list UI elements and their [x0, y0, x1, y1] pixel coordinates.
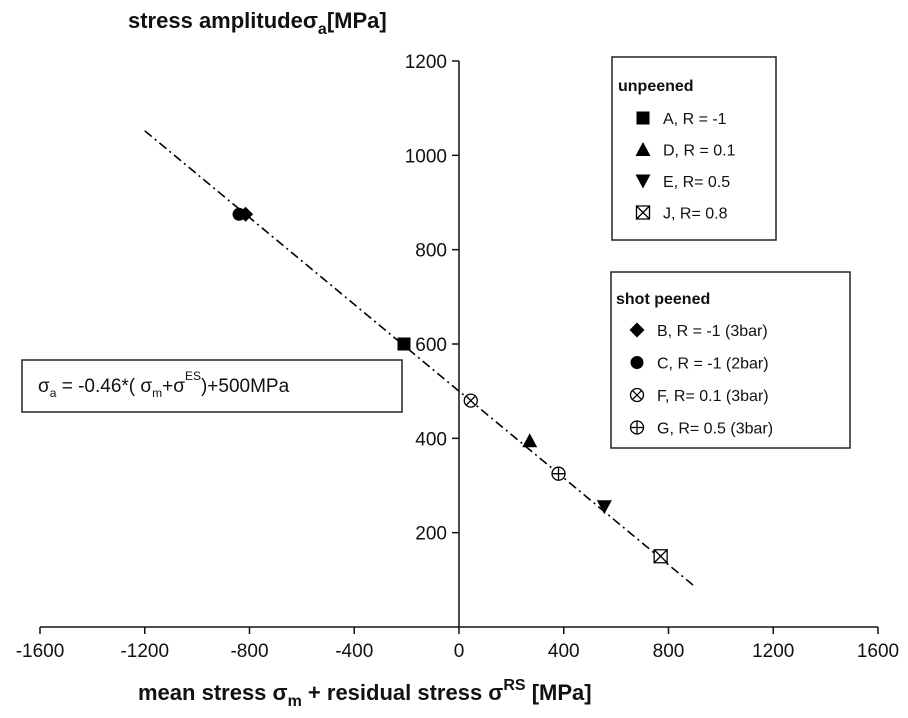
legend-label: D, R = 0.1	[663, 143, 736, 160]
y-tick-label: 1000	[405, 146, 447, 167]
legend-box-unpeened	[611, 56, 777, 241]
y-axis-label-part: σ	[303, 8, 318, 33]
x-axis-label: mean stress σm + residual stress σRS [MP…	[138, 677, 592, 710]
legend-label: A, R = -1	[663, 111, 727, 128]
x-tick-label: 1200	[752, 641, 794, 662]
legend-marker	[629, 322, 645, 338]
x-tick-label: -800	[230, 641, 268, 662]
x-tick-label: 800	[653, 641, 685, 662]
legend-marker	[629, 387, 645, 403]
legend-marker	[635, 174, 651, 189]
legend-marker	[629, 420, 645, 435]
x-axis-label-part: [MPa]	[526, 680, 592, 705]
equation: σa = -0.46*( σm+σES)+500MPa	[38, 369, 290, 400]
legend-label: E, R= 0.5	[663, 174, 730, 191]
legend-label: C, R = -1 (2bar)	[657, 356, 769, 373]
y-tick-label: 200	[415, 524, 447, 545]
equation-part: )+500MPa	[201, 376, 290, 397]
y-axis-label: stress amplitudeσa[MPa]	[128, 8, 387, 38]
y-tick-label: 800	[415, 241, 447, 262]
equation-part: a	[50, 386, 57, 400]
x-tick-label: -400	[335, 641, 373, 662]
x-axis-label-part: + residual stress σ	[302, 680, 504, 705]
legend-label: G, R= 0.5 (3bar)	[657, 421, 773, 438]
y-axis-label-part: a	[318, 21, 327, 38]
data-point	[522, 433, 538, 448]
y-axis-label-part: [MPa]	[327, 8, 387, 33]
data-point	[397, 337, 411, 351]
x-tick-label: 0	[454, 641, 465, 662]
x-tick-label: -1200	[120, 641, 169, 662]
x-tick-label: -1600	[16, 641, 65, 662]
legend-marker	[636, 111, 650, 125]
y-axis-label-part: stress amplitude	[128, 8, 303, 33]
equation-part: = -0.46*( σ	[56, 376, 152, 397]
legend-marker	[635, 142, 651, 156]
legend-title: unpeened	[618, 78, 694, 95]
equation-box	[21, 359, 403, 413]
y-tick-label: 1200	[405, 52, 447, 73]
data-point	[596, 500, 612, 515]
equation-part: σ	[38, 376, 50, 397]
y-tick-label: 600	[415, 335, 447, 356]
data-point	[232, 207, 246, 221]
data-point	[653, 549, 668, 564]
legend-title: shot peened	[616, 291, 710, 308]
data-point	[551, 466, 566, 481]
legend-marker	[630, 356, 644, 369]
x-tick-label: 1600	[857, 641, 899, 662]
equation-part: +σ	[162, 376, 185, 397]
legend-label: B, R = -1 (3bar)	[657, 323, 768, 340]
x-tick-label: 400	[548, 641, 580, 662]
x-axis-label-part: mean stress σ	[138, 680, 288, 705]
equation-part: m	[152, 386, 162, 400]
data-point	[463, 393, 478, 408]
y-tick-label: 400	[415, 429, 447, 450]
legend-label: F, R= 0.1 (3bar)	[657, 388, 769, 405]
x-axis-label-part: RS	[503, 677, 526, 694]
x-axis-label-part: m	[288, 693, 302, 710]
legend-marker	[635, 205, 651, 220]
legend-box-shot-peened	[610, 271, 851, 449]
legend-label: J, R= 0.8	[663, 206, 728, 223]
equation-part: ES	[185, 369, 201, 383]
